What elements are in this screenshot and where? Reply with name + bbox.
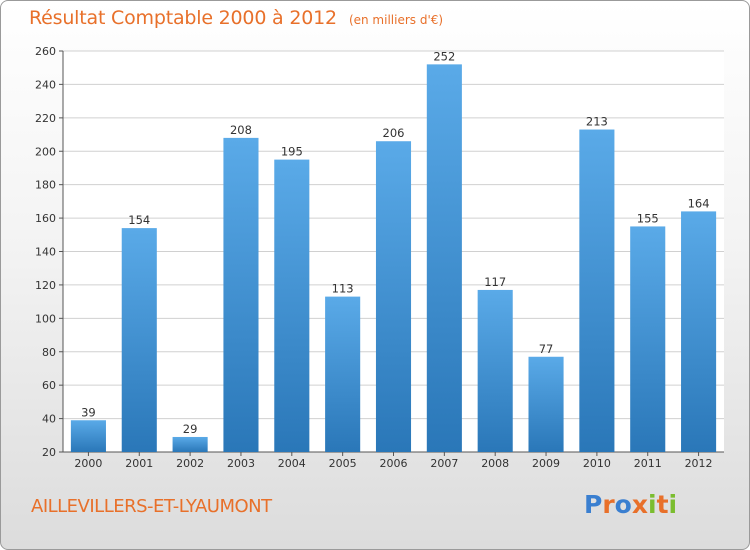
data-label: 154 — [128, 213, 150, 227]
x-tick-label: 2009 — [532, 457, 560, 470]
x-tick-label: 2004 — [278, 457, 306, 470]
bar-2007 — [426, 64, 462, 452]
bar-2003 — [223, 137, 259, 452]
logo-letter: x — [631, 490, 648, 519]
data-label: 195 — [281, 145, 303, 159]
logo-letter: r — [602, 490, 615, 519]
logo-letter: i — [668, 490, 678, 519]
data-label: 164 — [688, 196, 710, 210]
bar-2002 — [172, 436, 208, 452]
data-label: 208 — [230, 123, 252, 137]
chart-title: Résultat Comptable 2000 à 2012 (en milli… — [29, 7, 443, 29]
y-tick-label: 120 — [35, 279, 56, 292]
data-label: 155 — [637, 211, 659, 225]
bar-2005 — [325, 296, 361, 452]
bar-2004 — [274, 159, 310, 452]
y-tick-label: 240 — [35, 78, 56, 91]
y-tick-label: 200 — [35, 145, 56, 158]
y-tick-label: 260 — [35, 45, 56, 58]
logo-letter: t — [656, 490, 669, 519]
data-label: 206 — [383, 126, 405, 140]
x-tick-label: 2003 — [227, 457, 255, 470]
x-tick-label: 2000 — [74, 457, 102, 470]
x-tick-label: 2011 — [634, 457, 662, 470]
data-label: 29 — [183, 422, 198, 436]
chart-title-text: Résultat Comptable 2000 à 2012 — [29, 7, 337, 29]
y-tick-label: 180 — [35, 179, 56, 192]
data-label: 113 — [332, 282, 354, 296]
bar-2010 — [579, 129, 615, 452]
logo-letter: i — [648, 490, 657, 519]
logo-letter: o — [614, 490, 632, 519]
y-tick-label: 20 — [42, 446, 56, 459]
x-tick-label: 2001 — [125, 457, 153, 470]
bar-2012 — [681, 211, 717, 452]
data-label: 117 — [484, 275, 506, 289]
y-tick-label: 140 — [35, 246, 56, 259]
x-tick-label: 2010 — [583, 457, 611, 470]
bar-2006 — [375, 141, 412, 452]
x-tick-label: 2008 — [481, 457, 509, 470]
proxiti-logo: Proxiti — [584, 490, 694, 526]
x-tick-label: 2005 — [329, 457, 357, 470]
x-tick-label: 2006 — [380, 457, 408, 470]
bar-2011 — [630, 226, 666, 452]
x-tick-label: 2007 — [430, 457, 458, 470]
data-label: 39 — [81, 405, 96, 419]
bar-2008 — [477, 289, 513, 452]
y-tick-label: 80 — [42, 346, 56, 359]
y-tick-label: 160 — [35, 212, 56, 225]
y-tick-label: 40 — [42, 413, 56, 426]
bar-2001 — [121, 228, 157, 452]
x-tick-label: 2002 — [176, 457, 204, 470]
x-tick-label: 2012 — [685, 457, 713, 470]
data-label: 77 — [539, 342, 554, 356]
y-tick-label: 60 — [42, 379, 56, 392]
logo-letter: P — [584, 490, 603, 519]
bar-2009 — [528, 356, 564, 452]
data-label: 252 — [433, 49, 455, 63]
commune-name: AILLEVILLERS-ET-LYAUMONT — [31, 496, 272, 517]
y-tick-label: 220 — [35, 112, 56, 125]
data-label: 213 — [586, 115, 608, 129]
y-tick-label: 100 — [35, 312, 56, 325]
bar-2000 — [70, 420, 106, 452]
chart-unit: (en milliers d'€) — [348, 13, 444, 27]
